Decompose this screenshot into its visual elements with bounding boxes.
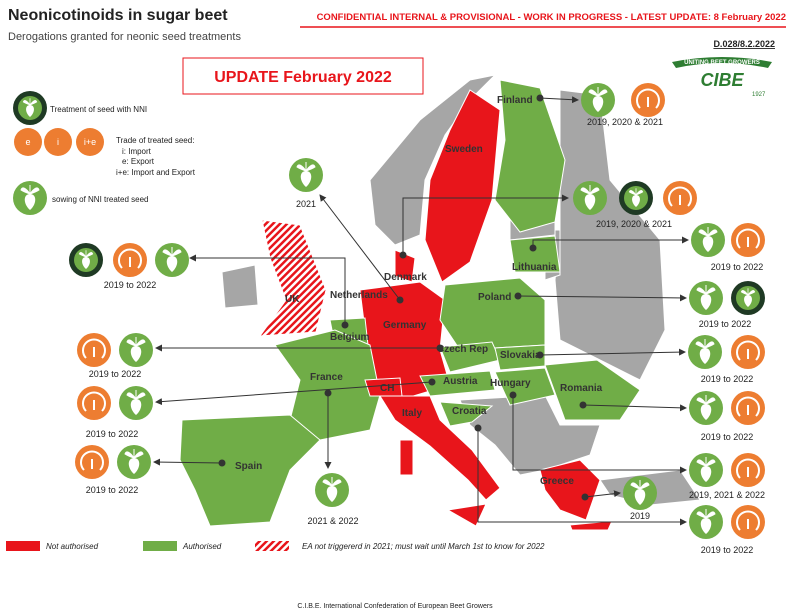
- years: 2019: [630, 511, 650, 521]
- legend-text: Authorised: [182, 542, 222, 551]
- logo: UNITING BEET GROWERS CIBE 1927: [672, 57, 772, 98]
- years: 2019 to 2022: [86, 485, 139, 495]
- connectors: [153, 94, 689, 526]
- years: 2021 & 2022: [307, 516, 358, 526]
- years: 2019 to 2022: [86, 429, 139, 439]
- swatch-hatch: [255, 541, 289, 551]
- footer: C.I.B.E. International Confederation of …: [297, 603, 493, 610]
- badge: e: [25, 137, 30, 147]
- country: France: [310, 372, 343, 383]
- country-labels: Finland Sweden Denmark Lithuania Netherl…: [235, 95, 603, 487]
- years: 2019, 2020 & 2021: [596, 219, 672, 229]
- country: Spain: [235, 461, 262, 472]
- years: 2019, 2021 & 2022: [689, 490, 765, 500]
- years: 2019 to 2022: [89, 369, 142, 379]
- country: Austria: [443, 376, 478, 387]
- country: Poland: [478, 292, 511, 303]
- country: Slovakia: [500, 350, 541, 361]
- badge: i+e: [84, 137, 96, 147]
- country: Croatia: [452, 406, 487, 417]
- country: CH: [380, 383, 394, 394]
- logo-name: CIBE: [700, 70, 744, 90]
- subtitle: Derogations granted for neonic seed trea…: [8, 31, 241, 43]
- country: Sweden: [445, 144, 483, 155]
- country: UK: [285, 294, 300, 305]
- years: 2019 to 2022: [699, 319, 752, 329]
- country: Lithuania: [512, 262, 557, 273]
- badge: i: [57, 137, 59, 147]
- swatch-green: [143, 541, 177, 551]
- years: 2019, 2020 & 2021: [587, 117, 663, 127]
- callout-labels: 2019, 2020 & 2021 2021 2019, 2020 & 2021…: [86, 117, 765, 555]
- country: Denmark: [384, 272, 427, 283]
- years: 2019 to 2022: [701, 432, 754, 442]
- update: UPDATE February 2022: [214, 69, 392, 86]
- legend-nni-icon: [13, 91, 47, 125]
- country: Netherlands: [330, 290, 388, 301]
- years: 2019 to 2022: [711, 262, 764, 272]
- legend-import: i: Import: [122, 147, 152, 156]
- country: Belgium: [330, 332, 370, 343]
- legend-sow-icon: [13, 181, 47, 215]
- legend-badges: e i i+e: [14, 128, 104, 156]
- country: Greece: [540, 476, 574, 487]
- years: 2019 to 2022: [701, 545, 754, 555]
- country: Romania: [560, 383, 603, 394]
- logo-motto: UNITING BEET GROWERS: [684, 60, 760, 66]
- reference: D.028/8.2.2022: [713, 39, 775, 49]
- legend-text: Not authorised: [46, 542, 99, 551]
- country: Finland: [497, 95, 533, 106]
- years: 2019 to 2022: [104, 280, 157, 290]
- update-box: [182, 57, 424, 95]
- years: 2019 to 2022: [701, 374, 754, 384]
- legend-trade: Trade of treated seed:: [116, 136, 194, 145]
- years: 2021: [296, 199, 316, 209]
- country: Czech Rep: [437, 344, 488, 355]
- country: Italy: [402, 408, 422, 419]
- swatch-red: [6, 541, 40, 551]
- logo-year: 1927: [752, 92, 766, 98]
- notice: CONFIDENTIAL INTERNAL & PROVISIONAL - WO…: [317, 12, 786, 23]
- legend-both: i+e: Import and Export: [116, 168, 196, 177]
- legend-text: EA not triggererd in 2021; must wait unt…: [302, 542, 545, 551]
- title: Neonicotinoids in sugar beet: [8, 7, 228, 24]
- country: Germany: [383, 320, 427, 331]
- legend-sowing: sowing of NNI treated seed: [52, 195, 149, 204]
- country: Hungary: [490, 378, 531, 389]
- legend-export: e: Export: [122, 157, 155, 166]
- legend-nni: Treatment of seed with NNI: [50, 105, 147, 114]
